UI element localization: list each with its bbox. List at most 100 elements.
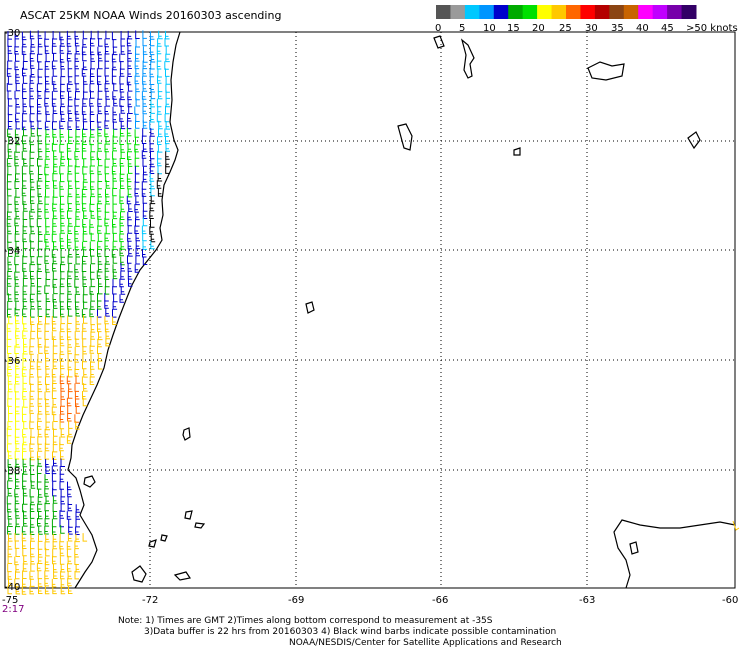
wind-barb <box>29 174 35 183</box>
wind-barb <box>7 487 13 497</box>
wind-barb <box>37 241 43 250</box>
legend-swatch <box>609 5 625 19</box>
wind-barb <box>81 376 87 385</box>
wind-barb <box>142 68 147 77</box>
island-small-d <box>148 539 157 548</box>
wind-barb <box>14 540 20 549</box>
wind-barb <box>128 278 133 287</box>
wind-barb <box>97 166 102 175</box>
wind-barb <box>30 563 35 572</box>
wind-barb <box>15 99 20 108</box>
wind-barb <box>15 226 20 235</box>
wind-barb <box>37 443 43 452</box>
wind-barb <box>15 173 20 183</box>
wind-barb <box>22 135 27 145</box>
wind-barb <box>157 173 163 182</box>
wind-barb <box>22 578 27 588</box>
wind-barb <box>60 173 65 183</box>
wind-barb <box>68 129 73 138</box>
wind-barb <box>97 293 102 302</box>
wind-barb <box>44 61 50 70</box>
wind-barb <box>74 53 80 62</box>
wind-barb <box>7 309 12 318</box>
wind-barb <box>37 376 43 385</box>
wind-barb <box>7 548 13 558</box>
wind-barb <box>7 563 12 573</box>
legend-label-5: 5 <box>459 23 465 34</box>
wind-barb <box>75 91 80 100</box>
wind-barb <box>75 218 80 227</box>
wind-barb <box>83 84 88 93</box>
wind-barb <box>60 570 65 580</box>
wind-barb <box>67 563 72 572</box>
wind-barb <box>127 98 133 108</box>
wind-barb <box>165 68 170 77</box>
wind-barb <box>8 383 13 393</box>
wind-barb <box>45 53 51 63</box>
wind-barb <box>22 391 27 400</box>
wind-barb <box>30 240 35 249</box>
wind-barb <box>7 121 13 130</box>
wind-barb <box>53 151 58 160</box>
wind-barb <box>22 278 28 287</box>
wind-barb <box>75 323 80 332</box>
wind-barb <box>74 346 80 356</box>
wind-barb <box>83 315 88 324</box>
time-label: 2:17 <box>2 604 24 615</box>
wind-barb <box>105 30 110 40</box>
wind-barb <box>112 61 117 71</box>
wind-barb <box>60 458 65 467</box>
wind-barb <box>74 37 80 47</box>
island-central <box>305 301 315 314</box>
wind-barb <box>112 187 117 197</box>
wind-barb <box>90 248 95 257</box>
wind-barb <box>44 323 49 332</box>
wind-barb <box>36 218 42 228</box>
wind-barb <box>53 53 58 62</box>
wind-barb <box>7 421 12 430</box>
wind-barb <box>141 150 147 159</box>
wind-barb <box>68 249 73 258</box>
wind-barb <box>52 451 57 460</box>
wind-barb <box>112 158 118 167</box>
wind-barb <box>67 210 72 219</box>
wind-barb <box>36 127 42 137</box>
wind-barb <box>7 98 13 107</box>
wind-barb <box>143 166 148 176</box>
legend-swatch <box>464 5 480 19</box>
legend-label-50-knots: >50 knots <box>686 23 738 34</box>
wind-barb <box>68 383 73 393</box>
wind-barb <box>30 278 36 287</box>
wind-barb <box>120 180 125 189</box>
wind-barb <box>142 256 148 265</box>
wind-barb <box>120 150 126 159</box>
wind-barb <box>97 248 102 257</box>
wind-barb <box>7 150 13 159</box>
wind-barb <box>156 180 162 189</box>
wind-barb <box>22 375 27 384</box>
wind-barb <box>67 60 73 70</box>
wind-barb <box>45 106 50 115</box>
wind-barb <box>97 323 102 333</box>
island-small-a <box>182 427 191 441</box>
wind-barb <box>59 337 65 347</box>
wind-barb <box>127 151 132 160</box>
wind-barb <box>45 465 50 474</box>
wind-barb <box>37 451 42 460</box>
wind-barb <box>90 264 95 273</box>
wind-barb <box>82 61 88 71</box>
wind-barb <box>127 263 133 272</box>
wind-barb <box>105 75 110 85</box>
wind-barb <box>127 143 132 153</box>
wind-barb <box>22 233 27 243</box>
wind-barb <box>7 204 12 213</box>
wind-barb <box>135 256 140 265</box>
wind-barb <box>75 504 81 513</box>
wind-barb <box>165 158 170 168</box>
wind-barb <box>15 585 21 595</box>
wind-barb <box>67 577 72 587</box>
wind-barb <box>120 241 126 250</box>
wind-barb <box>68 420 73 429</box>
wind-barb <box>52 105 58 114</box>
wind-barb <box>38 549 43 558</box>
